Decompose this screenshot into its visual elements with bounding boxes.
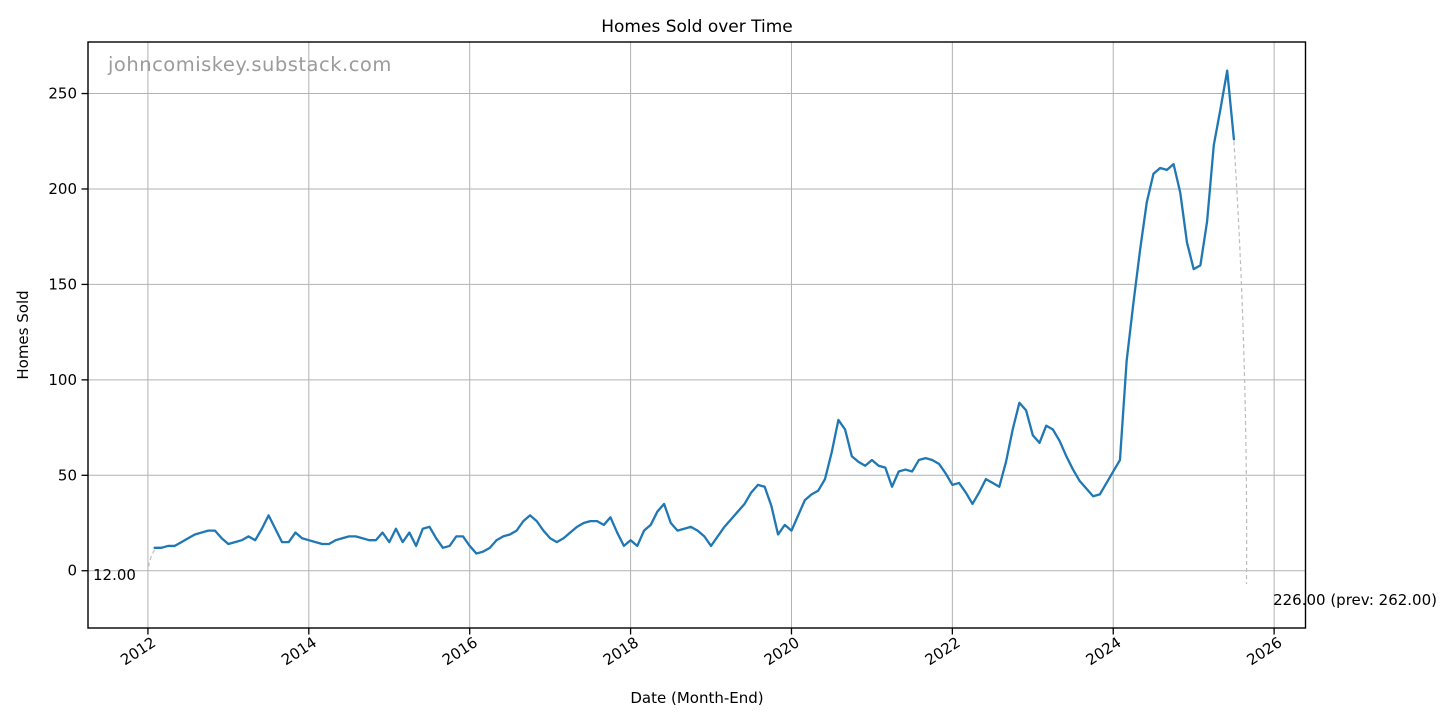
x-tick-labels: 2012 2014 2016 2018 2020 2022 2024 2026 <box>117 633 1285 669</box>
y-tick-label: 0 <box>67 562 77 580</box>
x-axis-label: Date (Month-End) <box>630 689 764 707</box>
x-tick-label: 2020 <box>761 633 803 669</box>
x-tick-label: 2012 <box>117 633 159 669</box>
x-tick-label: 2026 <box>1243 633 1285 669</box>
x-tick-label: 2022 <box>922 633 964 669</box>
y-tick-label: 100 <box>48 371 77 389</box>
last-point-annotation: 226.00 (prev: 262.00) <box>1273 591 1437 609</box>
first-point-annotation: 12.00 <box>93 566 136 584</box>
data-line <box>153 69 1236 555</box>
y-tick-label: 150 <box>48 275 77 293</box>
last-point-connector <box>1233 141 1248 585</box>
chart-title: Homes Sold over Time <box>601 17 793 37</box>
gridlines <box>88 42 1306 628</box>
y-tick-labels: 0 50 100 150 200 250 <box>48 85 77 580</box>
tick-marks <box>81 92 1275 635</box>
y-tick-label: 200 <box>48 180 77 198</box>
x-tick-label: 2024 <box>1083 633 1125 669</box>
watermark-text: johncomiskey.substack.com <box>108 53 392 76</box>
y-tick-label: 50 <box>58 466 77 484</box>
x-tick-label: 2014 <box>278 633 320 669</box>
y-tick-label: 250 <box>48 85 77 103</box>
x-tick-label: 2018 <box>600 633 642 669</box>
plot-border <box>87 41 1307 629</box>
y-axis-label: Homes Sold <box>14 290 32 380</box>
x-tick-label: 2016 <box>439 633 481 669</box>
first-point-connector <box>147 549 156 571</box>
